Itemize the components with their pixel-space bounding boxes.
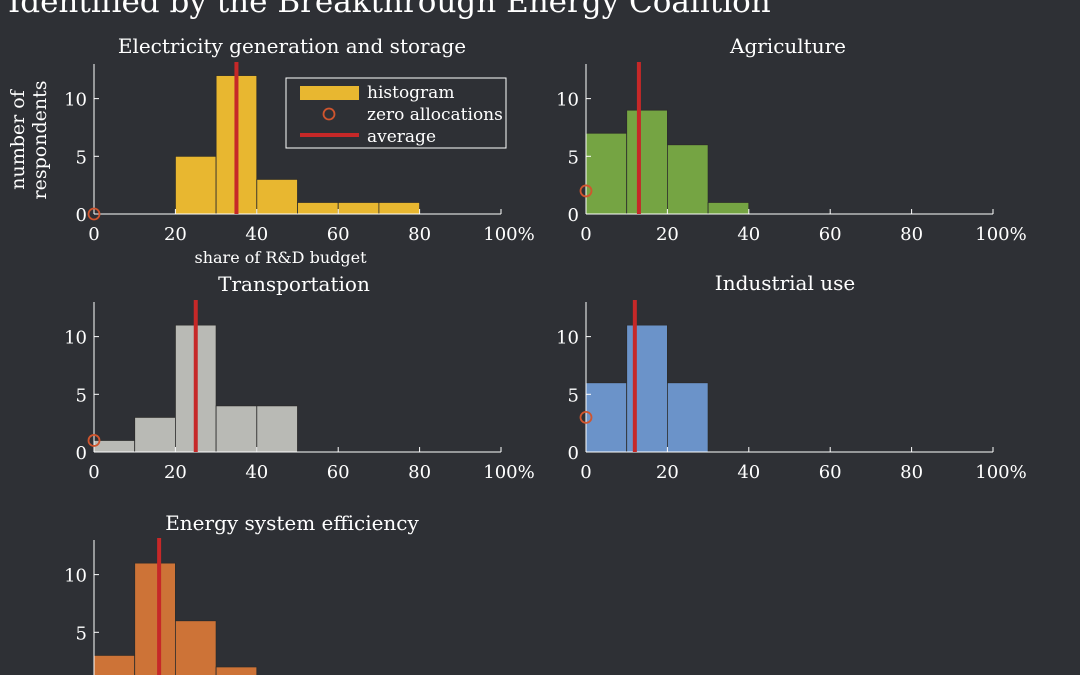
y-tick-label: 10 — [64, 328, 87, 349]
x-tick-label: 60 — [819, 224, 842, 245]
panel-title: Agriculture — [729, 34, 846, 58]
x-tick-label: 100% — [975, 462, 1026, 483]
x-tick-label: 60 — [327, 462, 350, 483]
legend-zero-label: zero allocations — [367, 105, 503, 125]
y-tick-label: 5 — [76, 623, 87, 644]
x-tick-label: 100% — [483, 224, 534, 245]
histogram-bar — [337, 202, 380, 215]
histogram-bar — [626, 324, 668, 453]
zero-allocations-marker — [87, 207, 101, 221]
panel-title: Electricity generation and storage — [118, 34, 466, 58]
x-tick-label: 0 — [580, 462, 591, 483]
panel-title: Transportation — [218, 272, 370, 296]
y-tick-label: 0 — [76, 205, 87, 226]
zero-allocations-marker — [87, 434, 101, 447]
histogram-bar — [174, 155, 217, 215]
legend-box — [285, 77, 507, 149]
histogram-bar — [585, 132, 628, 215]
histogram-bar — [93, 654, 136, 675]
y-tick-label: 10 — [64, 566, 87, 587]
histogram-bar — [215, 405, 258, 453]
x-tick-label: 0 — [580, 224, 591, 245]
y-tick-label: 5 — [76, 147, 87, 168]
histogram-bar — [626, 109, 668, 215]
y-tick-label: 5 — [568, 385, 579, 406]
histogram-bar — [297, 202, 339, 215]
x-tick-label: 20 — [164, 224, 187, 245]
histogram-bar — [667, 382, 709, 453]
x-tick-label: 20 — [164, 462, 187, 483]
y-axis-label-line1: number of — [7, 88, 29, 189]
panel-4: Industrial use 0 5 10 0 20 40 60 80 100% — [556, 271, 1027, 483]
x-tick-label: 100% — [975, 224, 1026, 245]
y-tick-label: 10 — [556, 90, 579, 111]
histogram-bar — [378, 202, 420, 215]
x-tick-label: 40 — [245, 224, 268, 245]
histogram-bar — [707, 202, 750, 215]
x-tick-label: 20 — [656, 462, 679, 483]
panel-title: Industrial use — [715, 271, 855, 295]
histogram-bar — [134, 562, 176, 675]
panel-1: Electricity generation and storage 0 5 10 0 2… — [7, 34, 535, 267]
x-tick-label: 20 — [656, 224, 679, 245]
x-tick-label: 40 — [245, 462, 268, 483]
zero-allocations-marker — [579, 410, 593, 424]
legend-average-label: average — [367, 127, 436, 147]
legend-histogram-label: histogram — [367, 83, 454, 103]
panel-3: Transportation 0 5 10 0 20 40 60 80 100% — [64, 272, 535, 483]
x-tick-label: 60 — [327, 224, 350, 245]
y-tick-label: 10 — [64, 90, 87, 111]
panels: Electricity generation and storage 0 5 10 0 2… — [7, 34, 1027, 675]
y-axis-label: number ofrespondents — [7, 81, 51, 200]
figure-title: Identified by the Breakthrough Energy Co… — [8, 0, 771, 20]
histogram-bar — [667, 144, 709, 215]
x-tick-label: 80 — [900, 462, 923, 483]
legend-histogram-swatch — [300, 86, 359, 100]
x-tick-label: 100% — [483, 462, 534, 483]
x-tick-label: 40 — [737, 224, 760, 245]
x-tick-label: 80 — [900, 224, 923, 245]
histogram-bar — [256, 405, 298, 453]
y-tick-label: 10 — [556, 328, 579, 349]
legend-zero-marker — [322, 107, 336, 121]
y-tick-label: 0 — [568, 443, 579, 464]
histogram-bar — [174, 620, 217, 675]
x-tick-label: 0 — [88, 224, 99, 245]
y-tick-label: 5 — [568, 147, 579, 168]
x-axis-label: share of R&D budget — [194, 248, 367, 267]
y-tick-label: 0 — [76, 443, 87, 464]
x-tick-label: 40 — [737, 462, 760, 483]
histogram-bar — [134, 416, 176, 453]
histogram-bar — [256, 178, 298, 215]
panel-5: Energy system efficiency 5 10 — [64, 511, 420, 675]
x-tick-label: 0 — [88, 462, 99, 483]
y-axis-label-line2: respondents — [29, 81, 51, 200]
x-tick-label: 60 — [819, 462, 842, 483]
y-tick-label: 0 — [568, 205, 579, 226]
panel-title: Energy system efficiency — [165, 511, 419, 535]
y-tick-label: 5 — [76, 385, 87, 406]
x-tick-label: 80 — [408, 224, 431, 245]
x-tick-label: 80 — [408, 462, 431, 483]
panel-2: Agriculture 0 5 10 0 20 40 60 80 100% — [556, 34, 1027, 245]
zero-allocations-marker — [579, 184, 593, 198]
histogram-bar — [215, 666, 258, 675]
